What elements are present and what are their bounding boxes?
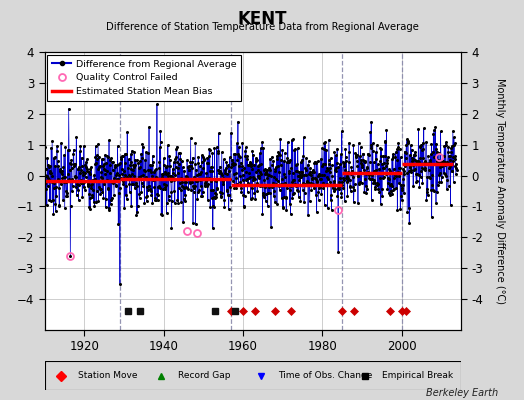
Text: Record Gap: Record Gap bbox=[178, 371, 231, 380]
Legend: Difference from Regional Average, Quality Control Failed, Estimated Station Mean: Difference from Regional Average, Qualit… bbox=[47, 55, 241, 101]
Text: Empirical Break: Empirical Break bbox=[382, 371, 453, 380]
Y-axis label: Monthly Temperature Anomaly Difference (°C): Monthly Temperature Anomaly Difference (… bbox=[495, 78, 505, 304]
Text: Station Move: Station Move bbox=[78, 371, 137, 380]
Text: Difference of Station Temperature Data from Regional Average: Difference of Station Temperature Data f… bbox=[105, 22, 419, 32]
Text: KENT: KENT bbox=[237, 10, 287, 28]
Text: Time of Obs. Change: Time of Obs. Change bbox=[278, 371, 372, 380]
Text: Berkeley Earth: Berkeley Earth bbox=[425, 388, 498, 398]
